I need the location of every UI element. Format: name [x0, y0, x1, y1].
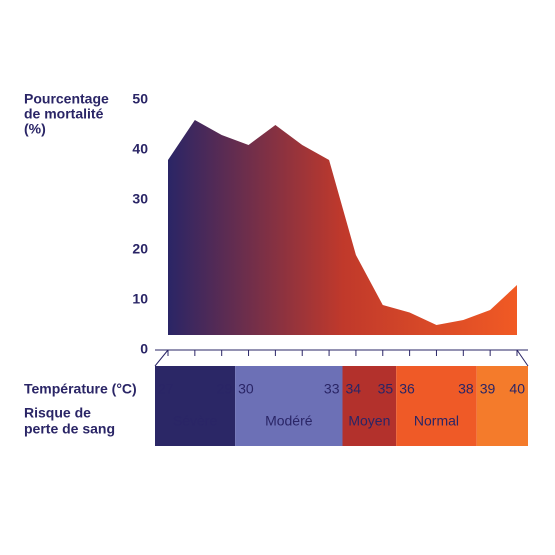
y-tick-label: 20 [132, 241, 148, 257]
risk-name: Normal [414, 413, 459, 429]
temp-label: 33 [324, 381, 340, 397]
temp-label: 27 [158, 381, 174, 397]
y-tick-label: 30 [132, 191, 148, 207]
y-axis-label: Pourcentage [24, 91, 109, 107]
risk-segment [396, 366, 477, 446]
risk-segment [476, 366, 528, 446]
temp-label: 30 [238, 381, 254, 397]
y-tick-label: 40 [132, 141, 148, 157]
temp-label: 40 [509, 381, 525, 397]
risk-label: perte de sang [24, 421, 115, 437]
risk-segment [155, 366, 236, 446]
risk-label: Risque de [24, 405, 91, 421]
temp-label: 34 [346, 381, 362, 397]
risk-name: Moyen [348, 413, 390, 429]
temp-label: 38 [458, 381, 474, 397]
temp-label: 39 [480, 381, 496, 397]
temp-label: 29 [217, 381, 233, 397]
bracket [154, 349, 169, 367]
temp-label: 35 [378, 381, 394, 397]
y-tick-label: 10 [132, 291, 148, 307]
area [168, 120, 517, 335]
y-axis-label: de mortalité [24, 106, 104, 122]
y-axis-label: (%) [24, 121, 46, 137]
y-tick-label: 0 [140, 341, 148, 357]
temperature-label: Température (°C) [24, 381, 137, 397]
temp-label: 36 [399, 381, 415, 397]
bracket [516, 349, 529, 367]
risk-segment [235, 366, 343, 446]
risk-name: Sévère [173, 413, 218, 429]
y-tick-label: 50 [132, 91, 148, 107]
risk-name: Modéré [265, 413, 313, 429]
risk-segment [342, 366, 397, 446]
